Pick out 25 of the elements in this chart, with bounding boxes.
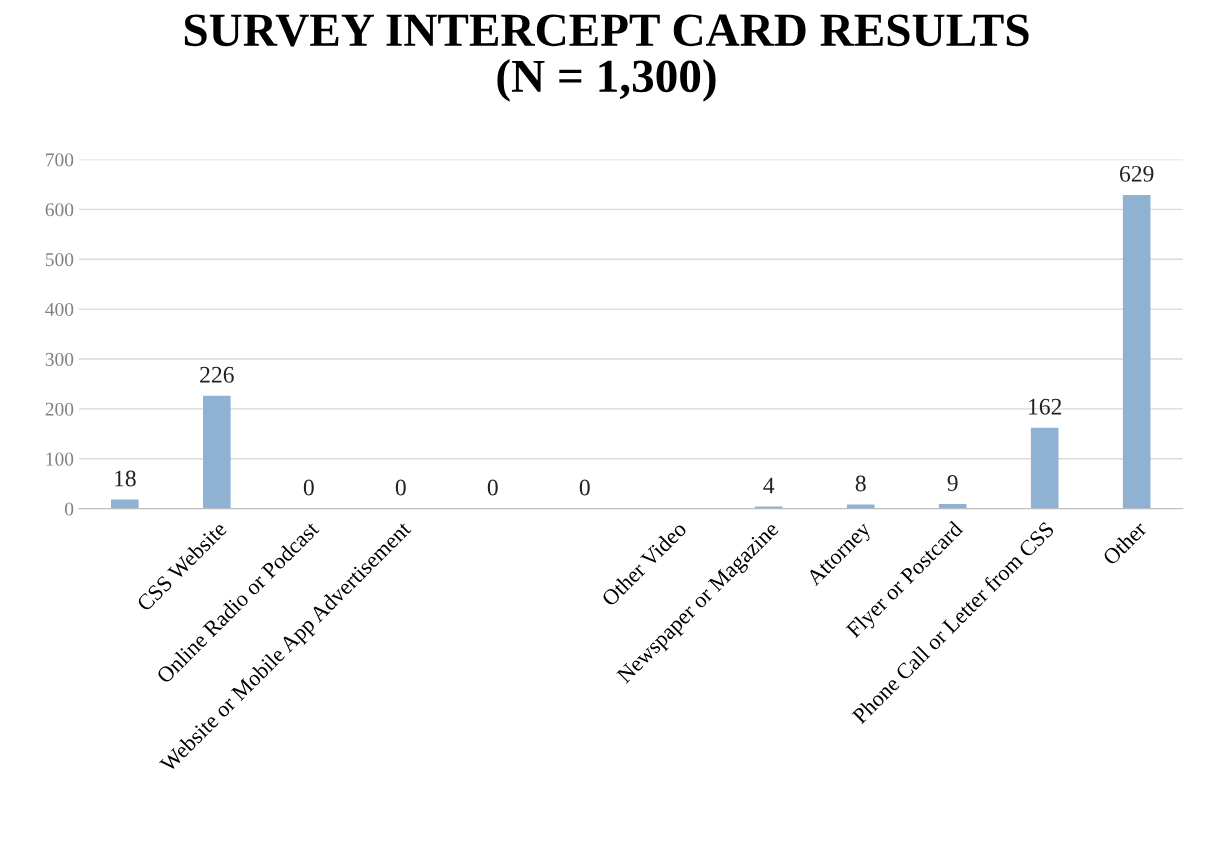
y-tick-label: 300 <box>45 352 74 366</box>
y-tick-label: 400 <box>45 302 74 317</box>
data-label: 0 <box>395 479 406 496</box>
y-tick-label: 600 <box>45 203 74 217</box>
bar <box>111 499 139 509</box>
data-label: 8 <box>855 475 866 492</box>
data-label: 162 <box>1029 398 1062 415</box>
y-tick-label: 0 <box>65 502 74 516</box>
y-tick-label: 700 <box>46 153 74 167</box>
data-label: 629 <box>1119 165 1154 182</box>
bar <box>1030 427 1059 509</box>
y-tick-label: 500 <box>45 253 74 267</box>
chart-title: SURVEY INTERCEPT CARD RESULTS (N = 1,300) <box>184 14 1029 102</box>
data-label: 0 <box>303 479 314 496</box>
data-label: 4 <box>763 477 775 494</box>
data-label: 18 <box>115 470 136 487</box>
bar <box>1122 194 1151 509</box>
data-label: 226 <box>200 366 234 383</box>
data-label: 9 <box>947 475 958 491</box>
bar <box>203 395 231 509</box>
y-tick-label: 100 <box>46 452 74 466</box>
data-label: 0 <box>579 479 590 496</box>
y-tick-label: 200 <box>45 402 74 416</box>
data-label: 0 <box>487 479 498 496</box>
bar <box>938 504 967 509</box>
